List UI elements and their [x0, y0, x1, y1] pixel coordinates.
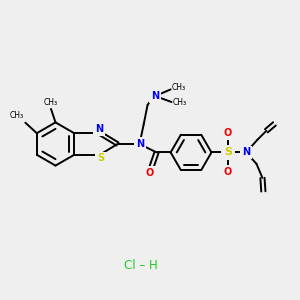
Text: O: O — [146, 168, 154, 178]
Text: Cl – H: Cl – H — [124, 259, 158, 272]
Text: S: S — [97, 153, 104, 164]
Text: CH₃: CH₃ — [172, 83, 186, 92]
Text: O: O — [224, 128, 232, 138]
Text: CH₃: CH₃ — [172, 98, 187, 107]
Text: N: N — [151, 91, 159, 101]
Text: CH₃: CH₃ — [10, 111, 24, 120]
Text: N: N — [136, 139, 144, 149]
Text: S: S — [224, 147, 232, 158]
Text: CH₃: CH₃ — [44, 98, 58, 107]
Text: O: O — [224, 167, 232, 177]
Text: N: N — [95, 124, 103, 134]
Text: N: N — [242, 147, 250, 158]
